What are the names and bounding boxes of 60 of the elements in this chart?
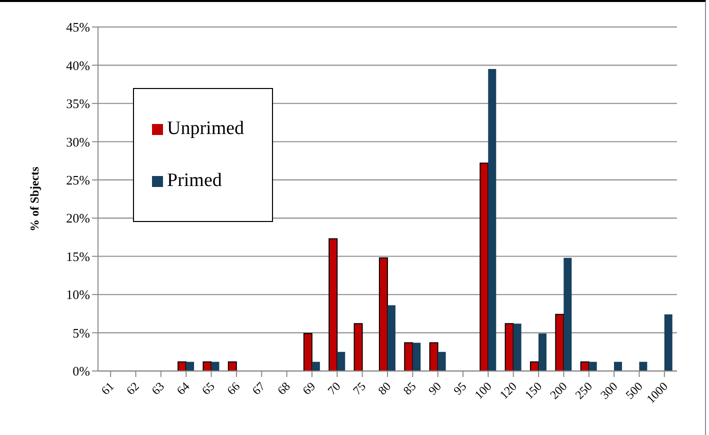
bar — [438, 352, 446, 371]
bar — [564, 258, 572, 371]
x-tick-label: 64 — [174, 379, 192, 398]
x-tick-label: 85 — [400, 379, 419, 398]
bar — [378, 257, 388, 371]
bar — [354, 323, 363, 371]
x-tick-label: 62 — [123, 379, 142, 398]
x-tick-label: 120 — [496, 379, 520, 402]
bar — [387, 305, 396, 371]
x-tick-label: 67 — [249, 379, 268, 398]
bar — [312, 362, 320, 371]
x-tick-label: 500 — [622, 379, 646, 402]
y-tick-label: 35% — [66, 96, 90, 112]
x-tick-label: 95 — [450, 379, 470, 398]
x-tick-label: 100 — [472, 379, 494, 402]
bar — [488, 69, 496, 371]
x-tick-label: 90 — [426, 379, 444, 398]
y-tick-label: 0% — [72, 364, 90, 379]
legend-label: Unprimed — [167, 118, 244, 139]
x-tick-label: 66 — [224, 379, 243, 398]
bar — [211, 362, 220, 371]
x-tick-label: 63 — [148, 379, 168, 398]
bar — [480, 162, 489, 371]
bar — [328, 238, 338, 371]
x-tick-label: 68 — [274, 379, 293, 398]
y-tick-label: 25% — [66, 172, 90, 188]
x-tick-label: 70 — [324, 379, 344, 398]
bar — [614, 362, 622, 371]
legend-label: Primed — [167, 170, 222, 191]
x-tick-label: 69 — [300, 379, 318, 398]
bar — [303, 333, 312, 371]
x-tick-label: 61 — [98, 379, 117, 398]
bar — [538, 334, 546, 371]
y-tick-label: 30% — [66, 134, 90, 150]
bar — [513, 324, 522, 371]
x-tick-label: 250 — [572, 379, 596, 402]
bar — [504, 323, 514, 371]
bar — [429, 342, 438, 371]
bar — [555, 314, 564, 371]
x-tick-label: 300 — [598, 379, 620, 402]
bar — [186, 362, 194, 371]
x-tick-label: 75 — [350, 379, 368, 398]
y-tick-label: 15% — [66, 248, 90, 264]
bar — [664, 314, 672, 371]
x-tick-label: 65 — [199, 379, 218, 398]
bar — [404, 342, 414, 371]
x-tick-label: 200 — [547, 379, 570, 402]
y-tick-label: 20% — [66, 210, 90, 226]
y-tick-label: 40% — [66, 58, 90, 73]
bar — [639, 362, 648, 371]
bar — [588, 362, 597, 371]
bar — [337, 352, 346, 371]
bar — [412, 342, 421, 371]
y-tick-label: 5% — [72, 325, 90, 340]
bar — [228, 361, 237, 371]
x-tick-label: 80 — [375, 379, 394, 398]
y-tick-label: 45% — [66, 20, 90, 35]
y-axis-title: % of Sbjects — [27, 166, 42, 232]
x-tick-label: 150 — [522, 379, 545, 402]
y-tick-label: 10% — [66, 287, 90, 302]
